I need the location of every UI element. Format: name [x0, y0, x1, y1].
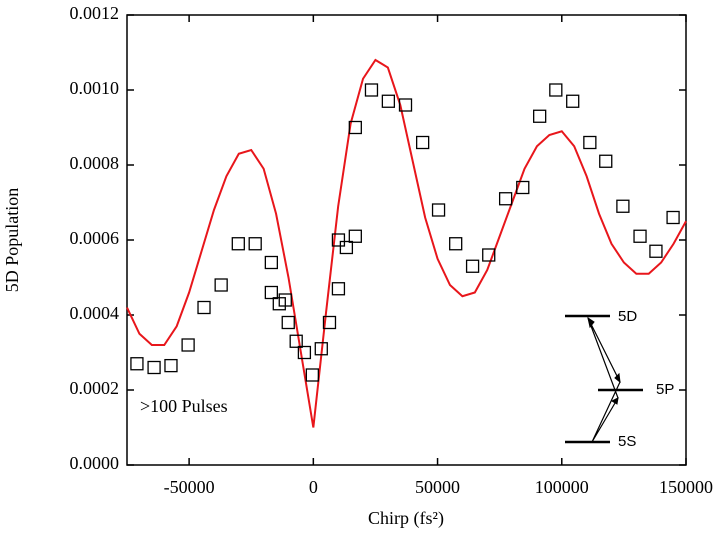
- data-point: [516, 180, 530, 195]
- level-label: 5P: [656, 381, 674, 398]
- data-point: [331, 233, 346, 247]
- y-tick-label: 0.0006: [70, 228, 120, 248]
- x-tick-label: 0: [309, 477, 318, 497]
- data-point: [583, 135, 597, 150]
- x-tick-label: 150000: [659, 477, 713, 497]
- annotation: >100 Pulses: [140, 396, 228, 416]
- y-tick-label: 0.0008: [70, 153, 120, 173]
- data-point: [147, 360, 161, 375]
- data-point: [331, 282, 346, 296]
- data-point: [348, 120, 362, 135]
- data-point: [381, 94, 396, 108]
- y-tick-label: 0.0010: [70, 78, 120, 98]
- data-point: [533, 109, 547, 123]
- data-point: [231, 237, 245, 251]
- data-point: [197, 300, 211, 315]
- data-point: [322, 315, 337, 330]
- data-point: [289, 334, 303, 348]
- data-point: [633, 229, 647, 243]
- data-point: [649, 244, 663, 258]
- y-tick-label: 0.0000: [70, 453, 120, 473]
- data-point: [281, 315, 295, 330]
- data-point: [431, 203, 446, 217]
- data-point: [549, 83, 563, 97]
- data-point: [415, 135, 430, 150]
- x-tick-label: 50000: [415, 477, 460, 497]
- data-point: [248, 237, 262, 251]
- data-point: [130, 357, 144, 371]
- level-label: 5D: [618, 308, 637, 325]
- data-point: [264, 255, 278, 270]
- energy-diagram: [565, 314, 643, 444]
- data-point: [599, 154, 613, 168]
- x-tick-label: -50000: [164, 477, 215, 497]
- data-point: [566, 94, 580, 108]
- y-tick-label: 0.0002: [70, 378, 120, 398]
- data-point: [305, 368, 319, 382]
- data-point: [449, 237, 463, 251]
- data-point: [498, 192, 513, 206]
- level-label: 5S: [618, 433, 636, 450]
- y-tick-label: 0.0012: [70, 3, 120, 23]
- data-point: [348, 229, 362, 243]
- data-point: [465, 259, 480, 273]
- data-point: [364, 83, 379, 97]
- fit-line: [126, 58, 687, 428]
- data-point: [278, 293, 292, 307]
- data-point: [666, 210, 680, 225]
- y-tick-label: 0.0004: [70, 303, 120, 323]
- data-point: [264, 285, 278, 300]
- y-axis-label: 5D Population: [2, 188, 22, 293]
- data-point: [616, 199, 630, 213]
- x-axis-label: Chirp (fs²): [368, 508, 444, 529]
- data-point: [482, 248, 496, 262]
- data-point: [181, 338, 195, 352]
- data-point: [214, 278, 228, 292]
- data-point: [398, 98, 413, 112]
- data-point: [297, 345, 312, 360]
- data-point: [339, 240, 354, 255]
- x-tick-label: 100000: [535, 477, 589, 497]
- data-point: [314, 342, 328, 356]
- data-point: [164, 358, 178, 373]
